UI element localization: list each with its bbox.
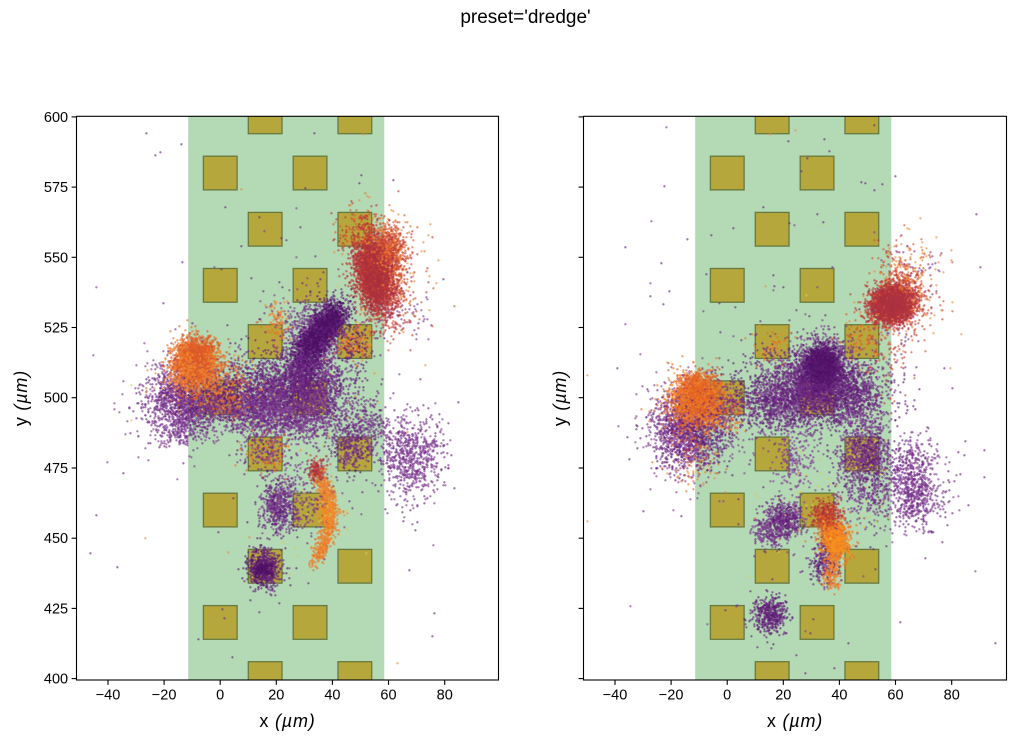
svg-text:550: 550 [44,250,68,266]
svg-text:575: 575 [44,180,68,196]
svg-text:450: 450 [44,531,68,547]
svg-text:y (µm): y (µm) [11,370,31,426]
svg-text:20: 20 [268,688,284,704]
svg-text:40: 40 [831,688,847,704]
svg-text:−40: −40 [96,688,121,704]
svg-text:400: 400 [44,672,68,688]
svg-text:y (µm): y (µm) [550,370,570,426]
svg-text:60: 60 [887,688,903,704]
svg-text:preset='dredge': preset='dredge' [460,7,590,28]
svg-text:600: 600 [44,110,68,126]
svg-text:475: 475 [44,461,68,477]
svg-text:425: 425 [44,601,68,617]
svg-text:x (µm): x (µm) [259,711,315,731]
svg-text:−20: −20 [152,688,177,704]
svg-text:80: 80 [437,688,453,704]
svg-text:0: 0 [216,688,224,704]
svg-text:−20: −20 [659,688,684,704]
svg-text:x (µm): x (µm) [767,711,823,731]
svg-text:60: 60 [380,688,396,704]
svg-text:80: 80 [944,688,960,704]
svg-text:20: 20 [775,688,791,704]
svg-text:500: 500 [44,391,68,407]
svg-text:40: 40 [324,688,340,704]
svg-text:−40: −40 [603,688,628,704]
svg-text:525: 525 [44,321,68,337]
svg-text:0: 0 [723,688,731,704]
